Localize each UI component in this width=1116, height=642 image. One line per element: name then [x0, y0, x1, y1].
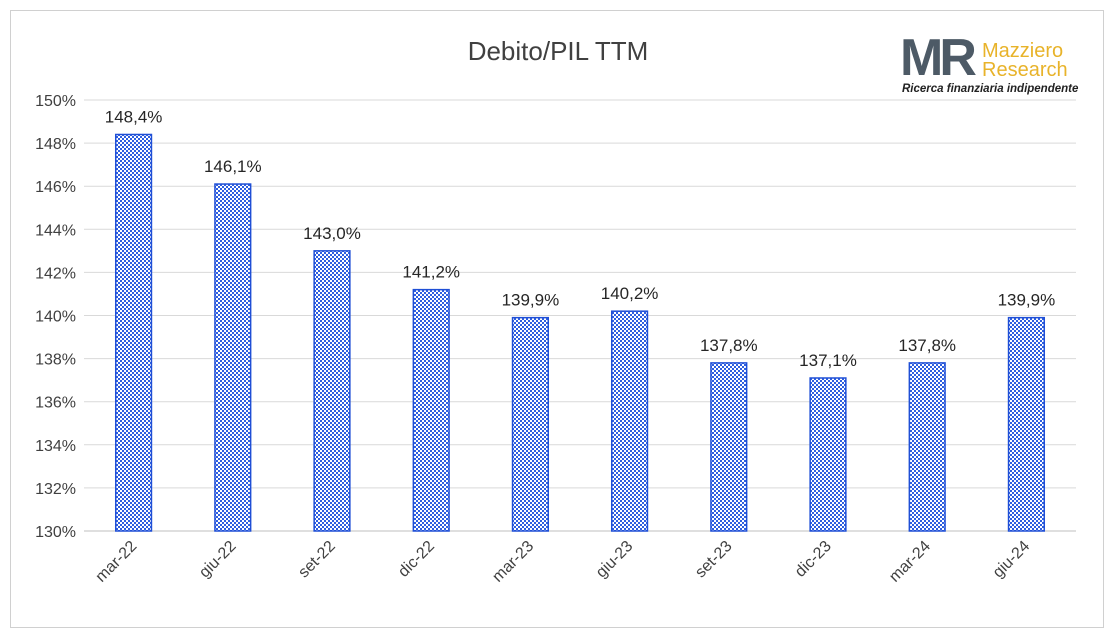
logo-name-line1: Mazziero	[982, 40, 1064, 62]
data-label: 137,1%	[799, 351, 857, 370]
x-tick-label: mar-24	[886, 538, 934, 586]
bar-dic-22	[412, 288, 450, 532]
y-tick-label: 130%	[35, 524, 76, 541]
bar-mar-24	[908, 362, 946, 532]
data-label: 141,2%	[402, 263, 460, 282]
x-tick-label: dic-23	[792, 538, 835, 581]
x-tick-label: dic-22	[395, 538, 438, 581]
data-label: 137,8%	[700, 336, 758, 355]
x-axis-ticks: mar-22 giu-22 set-22 dic-22 mar-23 giu-23 set-…	[93, 538, 1034, 586]
x-tick-label: mar-23	[489, 538, 537, 586]
logo-name: Mazziero Research	[982, 40, 1068, 81]
chart-title: Debito/PIL TTM	[468, 36, 649, 66]
mazziero-research-logo: MR Mazziero Research Ricerca finanziaria…	[900, 32, 1080, 96]
data-label: 146,1%	[204, 157, 262, 176]
x-tick-label: set-23	[692, 538, 736, 582]
y-tick-label: 150%	[35, 93, 76, 110]
y-tick-label: 132%	[35, 481, 76, 498]
x-tick-label: set-22	[295, 538, 339, 582]
bar-giu-23	[610, 310, 649, 532]
x-tick-label: mar-22	[93, 538, 141, 586]
bar-set-23	[710, 362, 748, 532]
bar-dic-23	[809, 377, 847, 532]
x-tick-label: giu-24	[990, 538, 1034, 582]
bar-set-22	[313, 250, 351, 532]
bar-giu-24	[1007, 316, 1046, 532]
data-label: 137,8%	[898, 336, 956, 355]
y-tick-label: 148%	[35, 136, 76, 153]
bar-mar-23	[511, 316, 550, 532]
data-label: 143,0%	[303, 224, 361, 243]
bar-giu-22	[214, 183, 252, 532]
y-tick-label: 138%	[35, 352, 76, 369]
y-tick-label: 136%	[35, 395, 76, 412]
bars	[114, 133, 1046, 532]
logo-mark: MR	[900, 29, 977, 87]
x-tick-label: giu-23	[593, 538, 637, 582]
x-tick-label: giu-22	[196, 538, 240, 582]
data-label: 148,4%	[105, 107, 163, 126]
data-labels: 148,4% 146,1% 143,0% 141,2% 139,9% 140,2% 137,…	[105, 107, 1055, 370]
logo-tagline: Ricerca finanziaria indipendente	[902, 83, 1079, 95]
bar-mar-22	[114, 133, 153, 532]
y-tick-label: 140%	[35, 309, 76, 326]
y-tick-label: 134%	[35, 438, 76, 455]
data-label: 140,2%	[601, 284, 659, 303]
data-label: 139,9%	[998, 291, 1056, 310]
y-axis-ticks: 130% 132% 134% 136% 138% 140% 142% 144% 146% 148%…	[35, 93, 76, 541]
y-tick-label: 142%	[35, 265, 76, 282]
y-tick-label: 144%	[35, 222, 76, 239]
y-tick-label: 146%	[35, 179, 76, 196]
logo-name-line2: Research	[982, 59, 1068, 81]
data-label: 139,9%	[502, 291, 560, 310]
